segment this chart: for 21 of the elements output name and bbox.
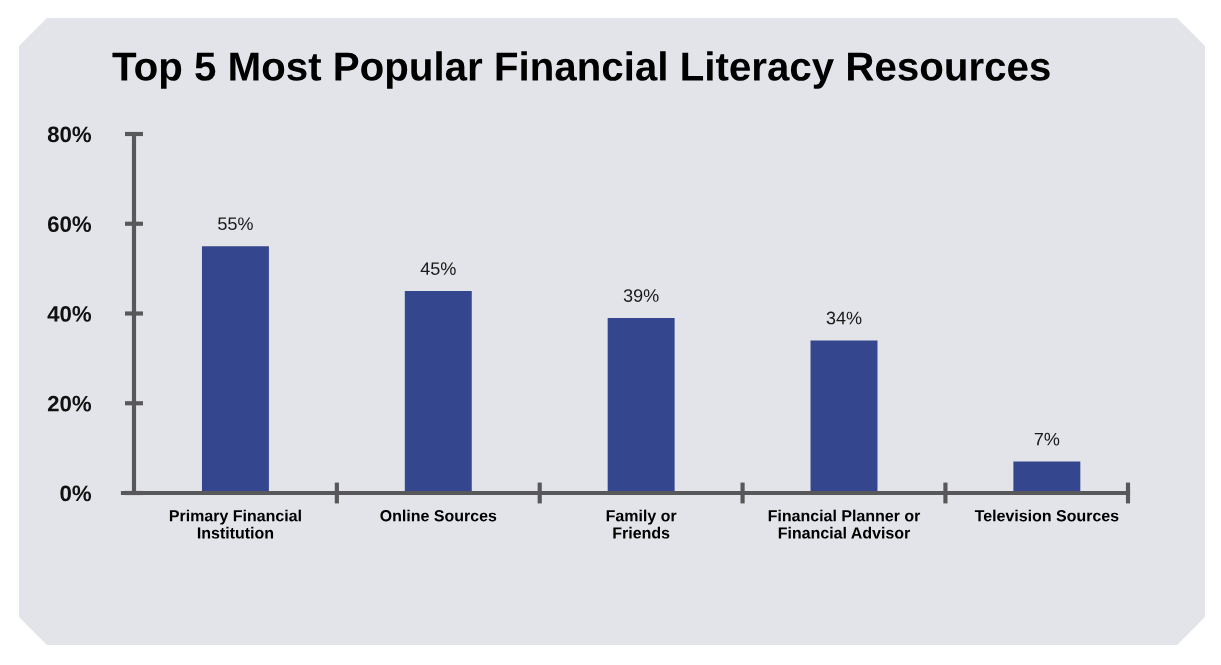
y-tick-label: 80% [47, 126, 92, 143]
x-tick-label: Family or Friends [606, 509, 677, 539]
data-label: 34% [826, 311, 862, 325]
y-tick-label: 0% [60, 485, 92, 502]
bar [404, 291, 472, 493]
data-label: 7% [1034, 432, 1060, 446]
data-label: 39% [623, 289, 659, 302]
x-tick-label: Financial Planner or Financial Advisor [768, 509, 921, 539]
y-tick-label: 20% [47, 395, 92, 412]
x-tick-label: Online Sources [380, 509, 497, 522]
bar [1013, 461, 1081, 493]
data-label: 55% [218, 217, 253, 231]
y-tick-label: 40% [47, 306, 92, 322]
x-tick-label: Television Sources [974, 509, 1119, 522]
chart-title: Top 5 Most Popular Financial Literacy Resources [112, 51, 1050, 89]
x-tick-label: Primary Financial Institution [169, 509, 301, 539]
bar [607, 317, 675, 493]
bar [810, 340, 878, 493]
bar [201, 246, 269, 493]
y-tick-label: 60% [47, 216, 92, 233]
data-label: 45% [420, 262, 456, 275]
